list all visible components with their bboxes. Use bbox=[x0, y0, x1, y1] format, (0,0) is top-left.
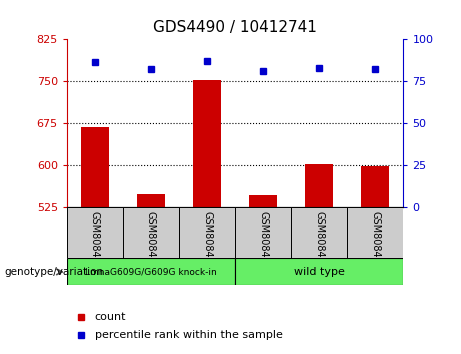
Bar bbox=[305, 164, 333, 207]
Text: GSM808407: GSM808407 bbox=[314, 211, 324, 270]
Text: LmnaG609G/G609G knock-in: LmnaG609G/G609G knock-in bbox=[85, 267, 217, 276]
Bar bbox=[193, 80, 221, 207]
Bar bbox=[81, 127, 109, 207]
Bar bbox=[291, 207, 347, 258]
Bar bbox=[249, 195, 277, 207]
Bar bbox=[137, 194, 165, 207]
Bar bbox=[235, 258, 403, 285]
Bar bbox=[361, 166, 390, 207]
Text: GSM808403: GSM808403 bbox=[90, 211, 100, 270]
Text: percentile rank within the sample: percentile rank within the sample bbox=[95, 330, 283, 339]
Text: genotype/variation: genotype/variation bbox=[5, 267, 104, 277]
Text: GSM808406: GSM808406 bbox=[258, 211, 268, 270]
Bar bbox=[179, 207, 235, 258]
Text: count: count bbox=[95, 312, 126, 322]
Text: GSM808408: GSM808408 bbox=[370, 211, 380, 270]
Bar bbox=[123, 207, 179, 258]
Text: GSM808405: GSM808405 bbox=[202, 211, 212, 270]
Bar bbox=[235, 207, 291, 258]
Bar bbox=[67, 258, 235, 285]
Title: GDS4490 / 10412741: GDS4490 / 10412741 bbox=[153, 20, 317, 35]
Bar bbox=[347, 207, 403, 258]
Text: wild type: wild type bbox=[294, 267, 345, 277]
Bar bbox=[67, 207, 123, 258]
Text: GSM808404: GSM808404 bbox=[146, 211, 156, 270]
